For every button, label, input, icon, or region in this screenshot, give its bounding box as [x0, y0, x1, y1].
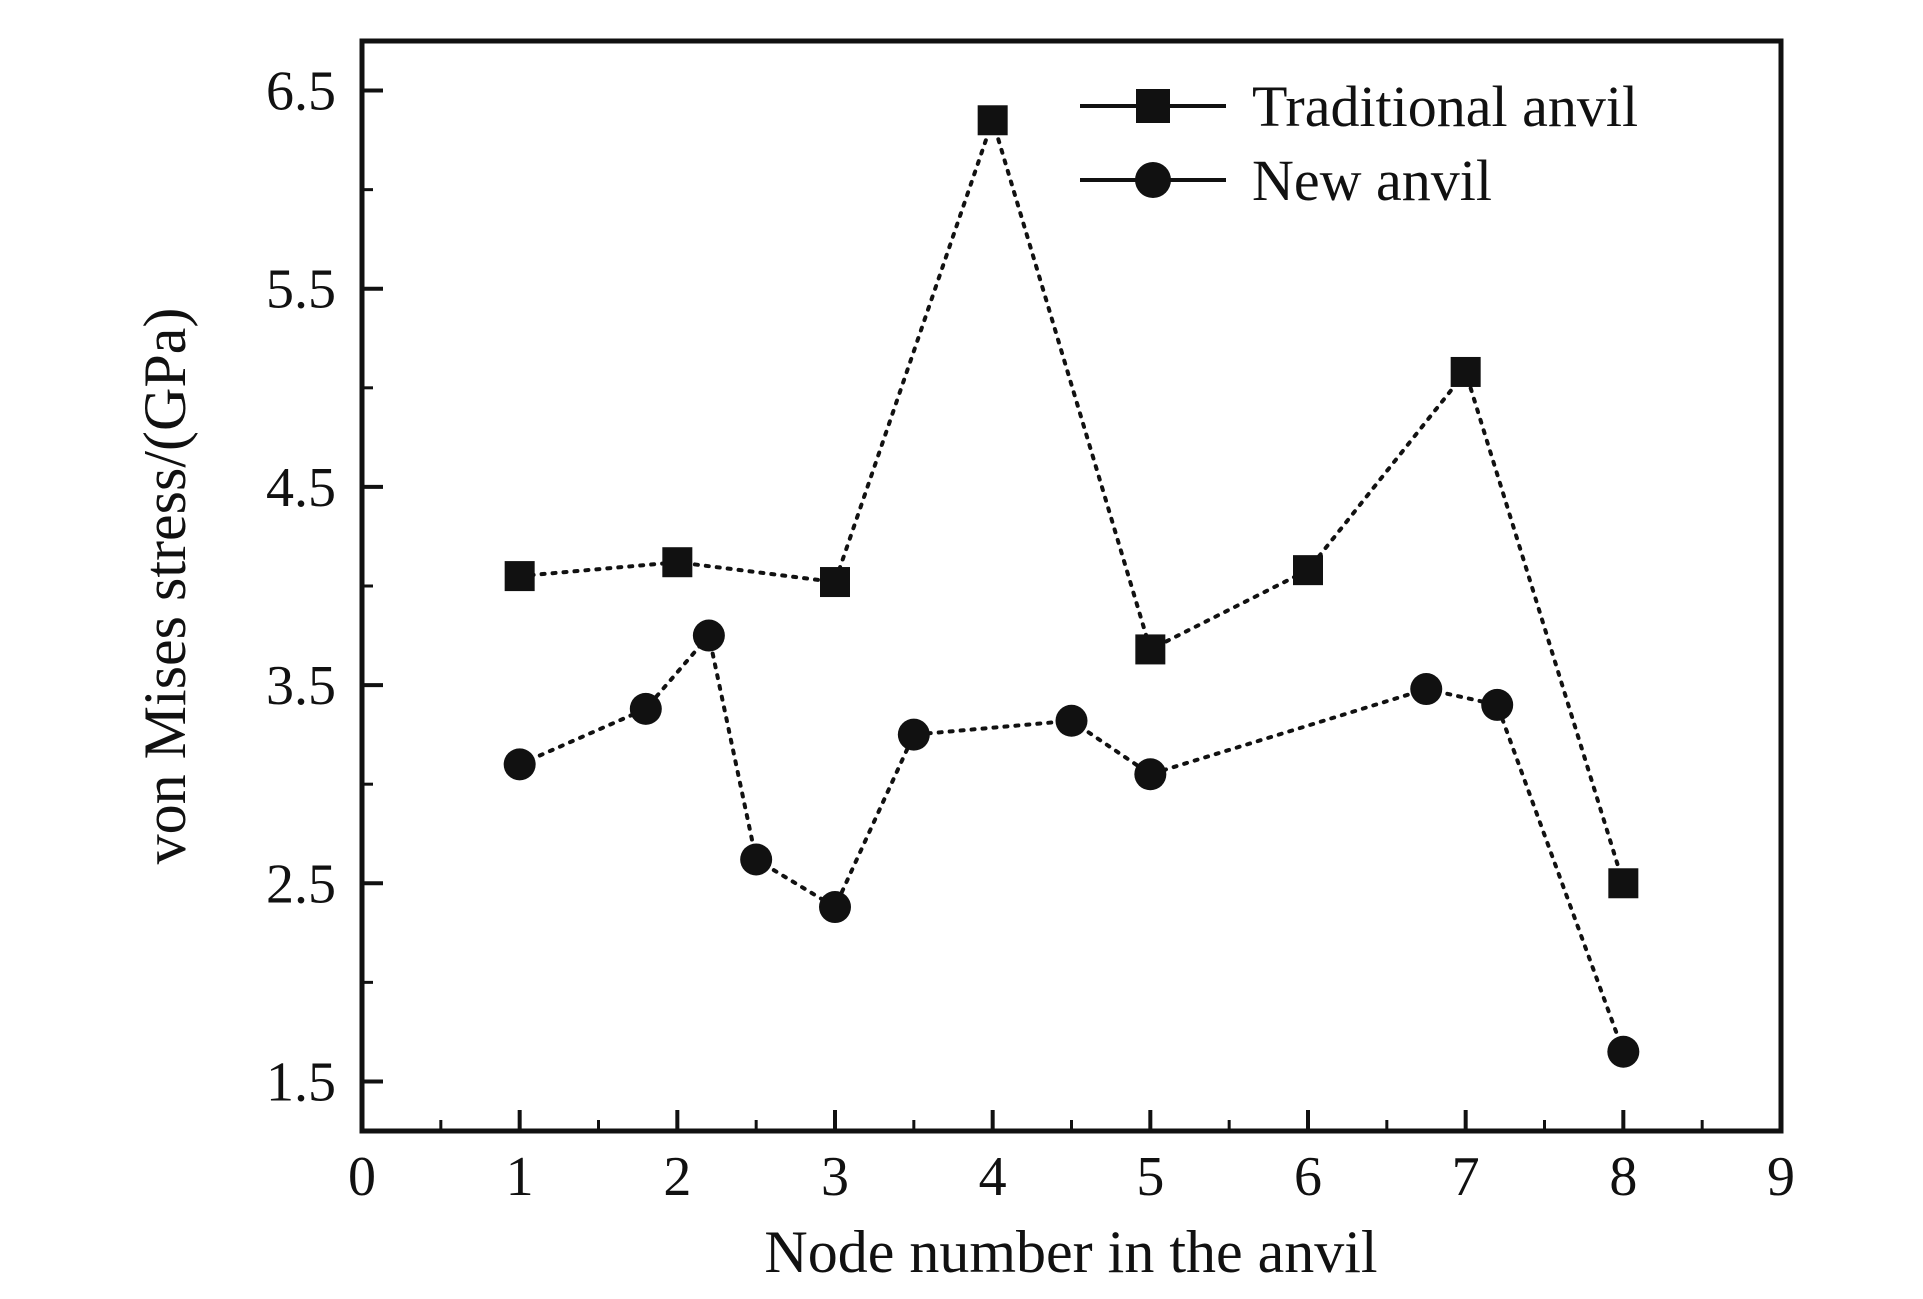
y-tick-label: 3.5 [266, 655, 336, 717]
x-tick-label: 3 [821, 1146, 849, 1208]
legend-item-traditional-anvil: Traditional anvil [1080, 74, 1638, 139]
data-point-circle [503, 748, 536, 781]
y-tick-label: 5.5 [266, 259, 336, 321]
series-traditional-anvil [504, 105, 1639, 899]
legend-label: Traditional anvil [1252, 74, 1638, 139]
data-point-square [1135, 634, 1166, 665]
legend-label: New anvil [1252, 148, 1492, 213]
x-tick-label: 6 [1294, 1146, 1322, 1208]
x-tick-label: 0 [348, 1146, 376, 1208]
legend-item-new-anvil: New anvil [1080, 148, 1492, 213]
y-axis-label: von Mises stress/(GPa) [132, 308, 198, 865]
data-point-square [977, 105, 1008, 136]
x-tick-label: 4 [979, 1146, 1007, 1208]
series-line [517, 118, 1626, 886]
legend: Traditional anvil New anvil [1080, 74, 1638, 213]
data-point-circle [1410, 673, 1443, 706]
data-point-square [1608, 868, 1639, 899]
data-point-square [662, 547, 693, 578]
x-tick-label: 8 [1609, 1146, 1637, 1208]
x-tick-label: 1 [506, 1146, 534, 1208]
data-point-circle [740, 843, 773, 876]
data-point-circle [1481, 688, 1514, 721]
data-point-square [1136, 89, 1170, 123]
series-new-anvil [503, 619, 1640, 1068]
plot-area: 0 1 2 3 4 5 6 7 8 9 1.5 2.5 3.5 4.5 5.5 6.5 Traditional … [266, 38, 1795, 1208]
series-line [517, 633, 1626, 1054]
data-point-square [1450, 356, 1481, 387]
plot-border [359, 38, 1784, 1134]
data-point-square [504, 561, 535, 592]
y-tick-label: 1.5 [266, 1051, 336, 1113]
data-point-square [1293, 555, 1323, 586]
x-tick-label: 5 [1136, 1146, 1164, 1208]
y-tick-label: 2.5 [266, 853, 336, 915]
data-point-circle [819, 891, 851, 924]
data-point-circle [1135, 162, 1171, 198]
x-axis-label: Node number in the anvil [764, 1219, 1377, 1285]
data-point-circle [1134, 758, 1167, 791]
data-point-circle [1055, 704, 1088, 737]
x-tick-label: 7 [1452, 1146, 1480, 1208]
data-point-circle [692, 619, 725, 652]
y-tick-label: 4.5 [266, 457, 336, 519]
data-point-square [820, 567, 850, 598]
data-point-circle [629, 692, 662, 725]
x-tick-label: 9 [1767, 1146, 1795, 1208]
data-point-circle [897, 718, 930, 751]
y-tick-label: 6.5 [266, 61, 336, 123]
x-tick-label: 2 [663, 1146, 691, 1208]
data-point-circle [1607, 1035, 1640, 1068]
